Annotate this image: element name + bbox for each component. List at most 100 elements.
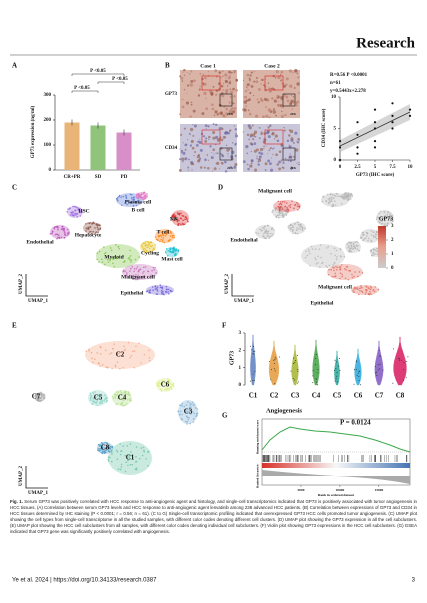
cell [353,245,356,248]
cell [384,224,386,227]
tissue-texture [220,153,222,155]
cell [356,288,359,291]
cell [294,203,297,206]
panel-label: C [12,184,17,192]
cell [299,225,301,227]
cell [170,232,173,235]
umap-axis [25,466,48,489]
cell [367,239,369,242]
jitter-point [334,380,336,382]
tissue-texture [269,162,272,166]
cell [372,234,375,237]
cell [127,464,129,467]
tissue-texture [203,91,207,96]
cell [327,245,330,248]
tissue-texture [225,90,228,94]
cell [164,235,167,237]
tissue-texture [222,162,224,165]
zoom-box [282,93,296,107]
cell [375,218,378,221]
jitter-point [253,353,255,355]
cell [136,266,139,268]
tissue-texture [224,73,228,77]
tissue-texture [298,161,300,164]
cell [112,397,115,400]
tissue-texture [187,169,189,171]
cell [188,410,191,412]
cell [278,206,280,208]
cell [352,289,355,292]
tissue-texture [255,77,258,79]
tissue-texture [178,168,182,172]
tissue-texture [268,116,271,119]
tissue-texture [288,145,292,149]
cell [96,398,99,400]
tissue-texture [271,147,274,150]
tissue-texture [258,151,261,155]
cell [60,236,63,239]
cell [144,266,147,268]
tissue-texture [260,98,264,102]
cell [308,250,310,253]
tissue-texture [254,135,257,138]
tissue-texture [230,71,233,74]
tissue-texture [265,131,270,135]
tissue-texture [205,107,209,111]
jitter-point [296,382,298,384]
tissue-texture [268,89,272,93]
cell [54,226,57,228]
point [391,102,394,105]
point [338,140,342,143]
tissue-texture [264,162,268,166]
tissue-texture [204,124,208,127]
cell [345,196,348,198]
cell [90,351,93,354]
tissue-texture [219,112,223,116]
cell [128,455,130,457]
tissue-texture [258,101,261,103]
cell [125,390,127,393]
tissue-texture [201,112,205,116]
tissue-texture [248,79,251,82]
tissue-texture [267,159,271,163]
cell [113,257,115,260]
cell [106,397,109,399]
cell [154,266,156,269]
umap-axis [231,274,254,297]
cell [165,291,168,293]
cell [143,449,145,452]
x-tick-label: 2.5 [354,165,361,170]
tissue-texture [221,94,225,98]
cell-type-label: B cell [132,207,145,213]
tissue-texture [282,84,286,88]
bar [64,122,80,170]
cell [351,273,353,276]
cell [88,231,91,233]
cell-type-label: Plasma cell [125,199,152,205]
tissue-texture [204,158,207,161]
point [356,133,359,136]
tissue-texture [225,107,229,111]
cell [96,352,99,354]
cell [327,273,330,276]
tissue-texture [229,165,232,168]
tissue-texture [214,135,219,140]
jitter-point [249,345,251,347]
cell [169,289,172,292]
cell [192,404,195,407]
cell [146,195,148,198]
jitter-point [375,371,377,373]
tissue-texture [227,155,229,157]
tissue-texture [207,159,210,161]
cell [142,198,145,201]
tissue-texture [224,170,228,173]
cell [174,216,177,219]
cell [368,287,370,290]
cell [136,277,139,279]
cell [147,270,150,273]
tissue-texture [207,126,209,128]
panel-label: B [165,62,170,70]
cell [351,246,353,249]
cell [183,405,186,408]
cell [104,263,106,266]
